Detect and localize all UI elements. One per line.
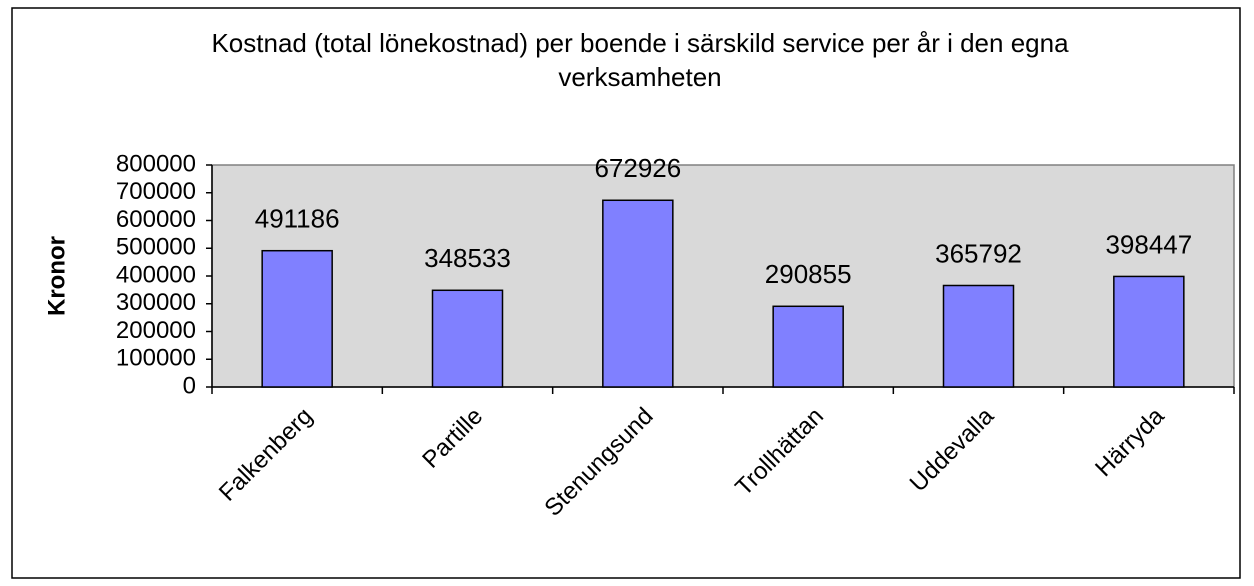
bar [602,199,674,388]
y-tick-label: 400000 [116,261,196,288]
value-label: 672926 [594,153,681,183]
y-tick-label: 300000 [116,289,196,316]
plot-area [211,164,1235,388]
value-label: 398447 [1105,229,1192,259]
bar [772,305,844,388]
bar [431,289,504,388]
y-tick-label: 500000 [116,234,196,261]
y-tick-label: 800000 [116,150,196,177]
value-label: 491186 [255,204,340,234]
y-tick-label: 600000 [116,206,196,233]
bar [1113,275,1185,388]
value-label: 348533 [424,243,511,273]
y-tick-label: 0 [183,372,196,399]
y-tick-label: 700000 [116,178,196,205]
bar [261,249,333,388]
y-tick-label: 100000 [116,345,196,372]
value-label: 290855 [765,259,852,289]
chart-title: Kostnad (total lönekostnad) per boende i… [211,28,1069,92]
y-axis-label: Kronor [43,236,70,316]
value-label: 365792 [935,238,1022,268]
y-tick-label: 200000 [116,317,196,344]
bar [942,284,1015,388]
